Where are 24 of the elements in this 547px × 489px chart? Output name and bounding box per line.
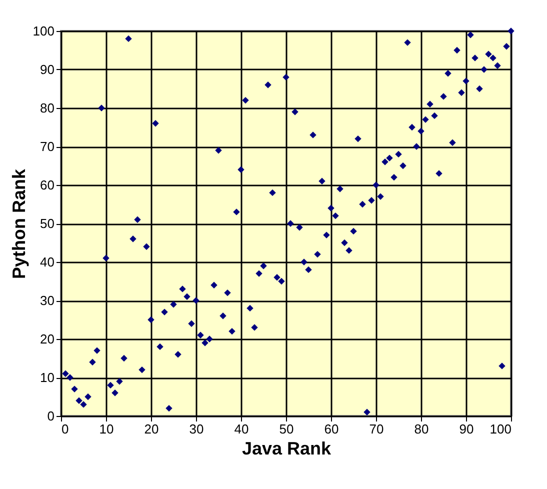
x-axis-title: Java Rank — [242, 438, 332, 458]
y-tick-label: 90 — [40, 62, 54, 77]
x-tick-label: 50 — [279, 422, 294, 436]
y-tick-label: 70 — [40, 139, 54, 154]
x-tick-label: 70 — [369, 422, 384, 436]
y-tick-label: 20 — [40, 332, 54, 346]
y-tick-label: 30 — [40, 293, 54, 308]
y-tick-label: 100 — [32, 24, 54, 38]
x-tick-label: 40 — [234, 422, 249, 436]
y-tick-label: 10 — [40, 370, 54, 385]
y-tick-label: 0 — [47, 408, 54, 424]
y-tick-label: 50 — [40, 216, 54, 231]
y-axis-title: Python Rank — [8, 168, 29, 280]
x-tick-label: 60 — [324, 422, 339, 436]
y-tick-label: 60 — [40, 178, 54, 192]
x-tick-label: 0 — [62, 422, 69, 436]
y-tick-label: 80 — [40, 100, 54, 116]
x-tick-label: 20 — [144, 422, 159, 436]
x-tick-label: 10 — [99, 422, 114, 436]
x-tick-label: 80 — [414, 422, 429, 436]
x-tick-label: 100 — [490, 422, 512, 436]
y-tick-label: 40 — [40, 254, 54, 270]
x-tick-label: 90 — [459, 422, 474, 436]
x-tick-label: 30 — [189, 422, 204, 436]
